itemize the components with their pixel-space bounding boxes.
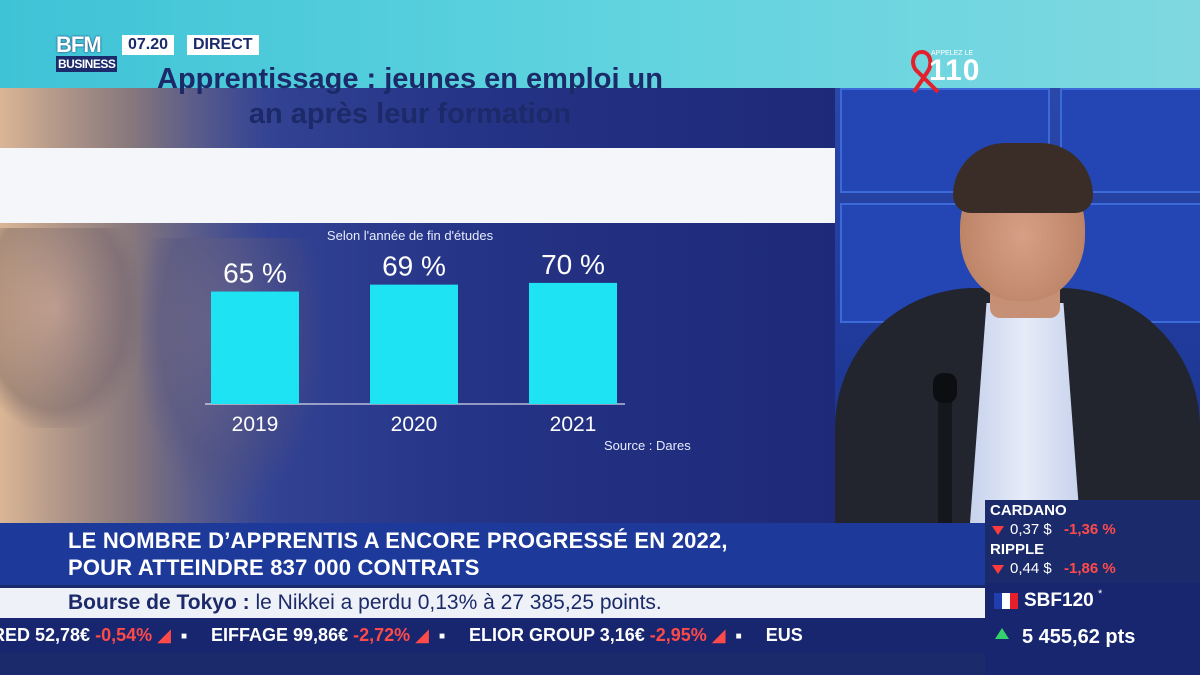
crypto-change: -1,86 % xyxy=(1064,560,1116,577)
ticker-item: EIFFAGE 99,86€ -2,72% ◢ ■ xyxy=(211,625,455,646)
ticker-separator: ■ xyxy=(735,630,742,642)
chart-title: Apprentissage : jeunes en emploi un an a… xyxy=(157,63,663,130)
down-arrow-icon xyxy=(992,565,1004,574)
x-tick-label: 2021 xyxy=(550,413,597,436)
promo-number: 110 xyxy=(929,54,981,87)
ticker-separator: ■ xyxy=(438,630,446,642)
headline-line-2: POUR ATTEINDRE 837 000 CONTRATS xyxy=(68,555,480,580)
ticker-value: 52,78€ xyxy=(35,625,96,645)
ticker-value: 3,16€ xyxy=(599,625,650,645)
promo-call-text: APPELEZ LE xyxy=(931,50,974,57)
index-box xyxy=(985,583,1200,675)
index-star: * xyxy=(1098,588,1103,600)
clock-time: 07.20 xyxy=(122,35,175,55)
crypto-name: CARDANO xyxy=(990,502,1067,519)
logo-business-text: BUSINESS xyxy=(56,56,118,72)
guest-shirt xyxy=(970,303,1080,523)
ticker-change: -2,72% ◢ xyxy=(353,625,429,645)
down-arrow-icon xyxy=(992,526,1004,535)
ticker-change: -0,54% ◢ xyxy=(95,625,171,645)
chart-title-band xyxy=(0,148,835,223)
news-body: le Nikkei a perdu 0,13% à 27 385,25 poin… xyxy=(249,591,662,614)
stock-ticker: RED 52,78€ -0,54% ◢■EIFFAGE 99,86€ -2,72… xyxy=(0,618,985,653)
ticker-name: ELIOR GROUP xyxy=(469,625,600,645)
red-ribbon-icon xyxy=(911,50,940,94)
logo-bfm-text: BFM xyxy=(56,32,102,57)
crypto-value: 0,44 $ xyxy=(1010,560,1052,577)
bar-value-label: 69 % xyxy=(382,251,446,282)
chart-graphic xyxy=(0,88,835,523)
headline-band xyxy=(0,523,985,585)
ticker-item: ELIOR GROUP 3,16€ -2,95% ◢ ■ xyxy=(469,625,752,646)
bfm-business-logo: BFM BUSINESS xyxy=(56,34,118,76)
bar-2021 xyxy=(529,282,617,404)
ticker-row: RED 52,78€ -0,54% ◢■EIFFAGE 99,86€ -2,72… xyxy=(0,625,817,646)
news-text: Bourse de Tokyo : le Nikkei a perdu 0,13… xyxy=(68,590,662,616)
news-label: Bourse de Tokyo : xyxy=(68,591,250,614)
index-value: 5 455,62 pts xyxy=(1022,626,1136,648)
crypto-change: -1,36 % xyxy=(1064,521,1116,538)
ticker-change: -2,95% ◢ xyxy=(649,625,726,645)
headline-line-1: LE NOMBRE D’APPRENTIS A ENCORE PROGRESSÉ… xyxy=(68,528,728,553)
live-badge: DIRECT xyxy=(187,35,259,55)
chart-subtitle: Selon l'année de fin d'études xyxy=(326,228,494,243)
bar-value-label: 70 % xyxy=(541,249,605,280)
bar-2019 xyxy=(211,291,299,404)
index-name: SBF120 xyxy=(1024,590,1094,611)
news-strip xyxy=(0,588,985,618)
ticker-name: EUS xyxy=(765,625,803,645)
ticker-value: 99,86€ xyxy=(293,625,354,645)
x-tick-label: 2019 xyxy=(232,413,279,436)
crypto-value: 0,37 $ xyxy=(1010,521,1052,538)
microphone xyxy=(938,378,952,523)
french-flag-icon xyxy=(994,593,1018,609)
up-arrow-icon xyxy=(995,628,1009,639)
chart-source: Source : Dares xyxy=(604,438,691,453)
bar-2020 xyxy=(370,284,458,404)
ticker-name: RED xyxy=(0,625,31,645)
bar-chart: 65 % 2019 69 % 2020 70 % 2021 xyxy=(205,249,625,436)
ticker-name: EIFFAGE xyxy=(211,625,294,645)
ticker-item: EUS xyxy=(766,625,803,646)
bar-value-label: 65 % xyxy=(223,258,287,289)
ticker-item: RED 52,78€ -0,54% ◢ ■ xyxy=(0,625,197,646)
x-tick-label: 2020 xyxy=(391,413,438,436)
studio-background xyxy=(835,88,1200,523)
ticker-separator: ■ xyxy=(180,630,188,642)
crypto-box xyxy=(985,500,1200,583)
crypto-name: RIPPLE xyxy=(990,541,1045,558)
headline-text: LE NOMBRE D’APPRENTIS A ENCORE PROGRESSÉ… xyxy=(68,527,968,581)
